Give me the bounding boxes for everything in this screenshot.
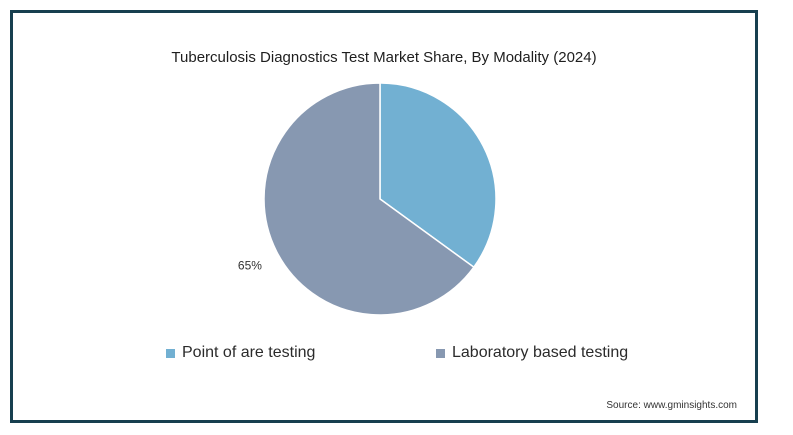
- legend-item-point-of-care: Point of are testing: [166, 344, 315, 362]
- legend-label-laboratory: Laboratory based testing: [452, 344, 629, 361]
- chart-frame: Tuberculosis Diagnostics Test Market Sha…: [10, 10, 758, 423]
- pie-slice-label-2: 65%: [238, 258, 262, 272]
- legend-item-laboratory: Laboratory based testing: [436, 344, 628, 362]
- legend-swatch-laboratory: [436, 348, 445, 358]
- pie-slice-1: [379, 82, 497, 269]
- pie-slice-2: [263, 82, 475, 316]
- legend-label-point-of-care: Point of are testing: [182, 344, 316, 361]
- pie-slices: [263, 82, 497, 316]
- source-note: Source: www.gminsights.com: [606, 400, 737, 411]
- legend-swatch-point-of-care: [166, 348, 175, 358]
- pie-labels: 65%: [238, 258, 262, 272]
- pie-chart: 65%: [238, 82, 497, 316]
- chart-legend: Point of are testing Laboratory based te…: [13, 344, 755, 368]
- chart-title: Tuberculosis Diagnostics Test Market Sha…: [171, 49, 597, 66]
